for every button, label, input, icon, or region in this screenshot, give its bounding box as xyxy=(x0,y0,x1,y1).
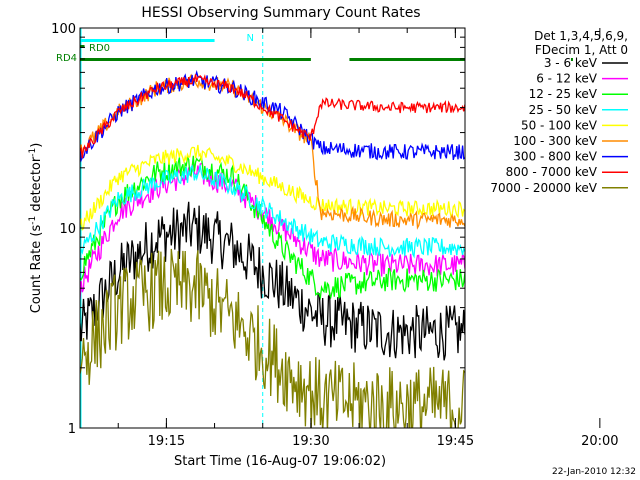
y-axis-label-exponent: -1 xyxy=(28,148,38,157)
legend-label: 7000 - 20000 keV xyxy=(490,181,597,195)
series-line xyxy=(80,74,465,159)
legend-header-line: Det 1,3,4,5,6,9, xyxy=(534,29,628,43)
flag-segment xyxy=(80,58,311,61)
y-tick-label: 10 xyxy=(59,222,76,237)
flag-segment xyxy=(80,45,85,48)
chart-title: HESSI Observing Summary Count Rates xyxy=(141,5,420,21)
footer-timestamp: 22-Jan-2010 12:32 xyxy=(552,467,636,477)
legend-label: 800 - 7000 keV xyxy=(506,165,598,179)
legend-label: 6 - 12 keV xyxy=(536,72,598,86)
flag-label: RD0 xyxy=(89,43,110,54)
y-tick-label: 100 xyxy=(51,22,76,37)
series-line xyxy=(80,69,465,163)
x-tick-label: 19:45 xyxy=(437,434,474,449)
series-group xyxy=(80,69,465,428)
flag-segment xyxy=(80,39,215,42)
series-line xyxy=(80,164,465,259)
y-axis-label-part: ) xyxy=(29,143,44,148)
series-line xyxy=(80,144,465,231)
y-axis-label-exponent: -1 xyxy=(28,216,38,225)
flag-label: RD4 xyxy=(56,53,77,64)
state-flags: N RD0 RD4 xyxy=(56,33,573,64)
series-line xyxy=(80,201,465,361)
y-axis-label-part: detector xyxy=(29,156,44,216)
y-axis-label: Count Rate (s-1 detector-1) xyxy=(28,143,44,314)
legend-label: 12 - 25 keV xyxy=(529,87,598,101)
x-axis-label: Start Time (16-Aug-07 19:06:02) xyxy=(174,454,386,469)
x-tick-label: 19:15 xyxy=(148,434,185,449)
y-axis-label-part: Count Rate (s xyxy=(29,225,44,314)
legend-label: 3 - 6 keV xyxy=(544,56,598,70)
series-line xyxy=(80,248,465,428)
y-tick-label: 1 xyxy=(68,422,76,437)
legend: Det 1,3,4,5,6,9, FDecim 1, Att 0 3 - 6 k… xyxy=(490,29,628,195)
flag-label: N xyxy=(246,33,253,44)
legend-label: 25 - 50 keV xyxy=(529,103,598,117)
legend-header-line: FDecim 1, Att 0 xyxy=(535,43,628,57)
series-line xyxy=(80,154,465,300)
y-axis: 1 10 100 xyxy=(51,22,465,437)
legend-label: 50 - 100 keV xyxy=(521,118,598,132)
x-tick-label: 20:00 xyxy=(581,434,618,449)
flag-segment xyxy=(570,58,573,61)
x-tick-label: 19:30 xyxy=(292,434,329,449)
flag-segment xyxy=(349,58,465,61)
legend-label: 100 - 300 keV xyxy=(513,134,597,148)
legend-label: 300 - 800 keV xyxy=(513,150,597,164)
